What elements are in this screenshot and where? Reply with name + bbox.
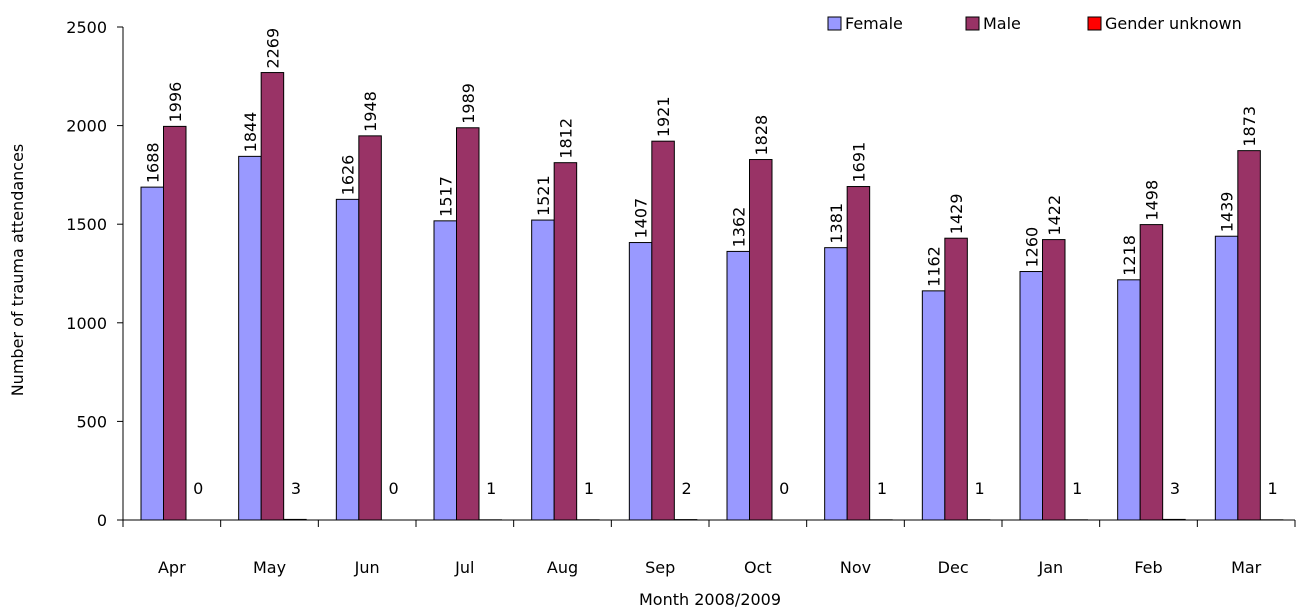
data-label: 1407 xyxy=(632,198,651,239)
y-tick-label: 0 xyxy=(97,511,107,530)
x-axis-title: Month 2008/2009 xyxy=(639,590,781,609)
data-label: 1 xyxy=(974,479,984,498)
data-label: 1828 xyxy=(752,115,771,156)
data-label: 1688 xyxy=(143,142,162,183)
bar-male xyxy=(945,238,968,520)
x-tick-label: Aug xyxy=(547,558,578,577)
bar-female xyxy=(1020,272,1043,520)
x-tick-label: Mar xyxy=(1231,558,1262,577)
data-label: 0 xyxy=(193,479,203,498)
bar-male xyxy=(359,136,382,520)
y-tick-label: 1500 xyxy=(66,215,107,234)
legend-label: Gender unknown xyxy=(1105,14,1242,33)
data-label: 1921 xyxy=(654,96,673,137)
bar-male xyxy=(1238,151,1261,520)
legend-swatch xyxy=(828,17,841,30)
data-label: 2 xyxy=(681,479,691,498)
bar-female xyxy=(1215,236,1238,520)
data-label: 1844 xyxy=(241,112,260,153)
y-axis: 0 500 1000 1500 2000 2500 xyxy=(66,18,123,530)
data-label: 1626 xyxy=(339,155,358,196)
bar-female xyxy=(1118,280,1141,520)
bar-male xyxy=(164,126,187,520)
legend-swatch xyxy=(1088,17,1101,30)
data-label: 1691 xyxy=(849,142,868,183)
data-label: 1162 xyxy=(925,246,944,287)
bar-male xyxy=(554,163,577,520)
data-label: 1 xyxy=(1267,479,1277,498)
data-label: 1996 xyxy=(166,82,185,123)
data-label: 1873 xyxy=(1240,106,1259,147)
data-label: 2269 xyxy=(263,28,282,69)
data-label: 1260 xyxy=(1022,227,1041,268)
x-tick-label: Jun xyxy=(354,558,380,577)
x-tick-label: Apr xyxy=(158,558,186,577)
data-label: 1812 xyxy=(556,118,575,159)
data-label: 1517 xyxy=(436,176,455,217)
bars xyxy=(141,73,1283,520)
data-label: 1218 xyxy=(1120,235,1139,276)
legend-label: Female xyxy=(845,14,903,33)
data-label: 1 xyxy=(584,479,594,498)
bar-male xyxy=(847,187,870,520)
bar-male xyxy=(1140,225,1163,520)
data-label: 1422 xyxy=(1045,195,1064,236)
legend-label: Male xyxy=(983,14,1021,33)
x-tick-label: Jan xyxy=(1037,558,1063,577)
x-axis: Apr May Jun Jul Aug Sep Oct Nov Dec Jan Feb Mar xyxy=(123,520,1295,577)
data-label: 0 xyxy=(388,479,398,498)
data-label: 1989 xyxy=(459,83,478,124)
legend: Female Male Gender unknown xyxy=(828,14,1242,33)
bar-female xyxy=(532,220,555,520)
data-label: 1 xyxy=(486,479,496,498)
bar-female xyxy=(922,291,945,520)
data-label: 1948 xyxy=(361,91,380,132)
data-label: 3 xyxy=(1170,479,1180,498)
bar-gender-unknown xyxy=(1163,519,1186,520)
y-tick-label: 1000 xyxy=(66,314,107,333)
bar-male xyxy=(1043,240,1066,520)
bar-female xyxy=(434,221,457,520)
bar-male xyxy=(652,141,675,520)
data-label: 1381 xyxy=(827,203,846,244)
data-label: 1439 xyxy=(1218,192,1237,233)
bar-gender-unknown xyxy=(284,519,307,520)
bar-female xyxy=(825,248,848,520)
data-label: 1 xyxy=(1072,479,1082,498)
data-label: 3 xyxy=(291,479,301,498)
x-tick-label: Sep xyxy=(645,558,675,577)
legend-swatch xyxy=(966,17,979,30)
x-tick-label: Nov xyxy=(840,558,871,577)
bar-male xyxy=(457,128,480,520)
bar-male xyxy=(261,73,284,520)
x-tick-label: Oct xyxy=(744,558,772,577)
x-tick-label: Dec xyxy=(938,558,969,577)
y-tick-label: 2500 xyxy=(66,18,107,37)
bar-female xyxy=(239,156,262,520)
data-label: 1429 xyxy=(947,193,966,234)
data-label: 1362 xyxy=(729,207,748,248)
y-axis-title: Number of trauma attendances xyxy=(8,144,27,397)
data-label: 0 xyxy=(779,479,789,498)
x-tick-label: Feb xyxy=(1134,558,1162,577)
data-label: 1521 xyxy=(534,175,553,216)
y-tick-label: 2000 xyxy=(66,117,107,136)
x-tick-label: Jul xyxy=(454,558,474,577)
bar-female xyxy=(727,251,750,520)
data-label: 1498 xyxy=(1142,180,1161,221)
bar-female xyxy=(141,187,164,520)
bar-female xyxy=(336,199,359,520)
bar-female xyxy=(629,243,652,520)
x-tick-label: May xyxy=(253,558,286,577)
bar-male xyxy=(750,160,773,520)
y-tick-label: 500 xyxy=(76,412,107,431)
data-label: 1 xyxy=(877,479,887,498)
